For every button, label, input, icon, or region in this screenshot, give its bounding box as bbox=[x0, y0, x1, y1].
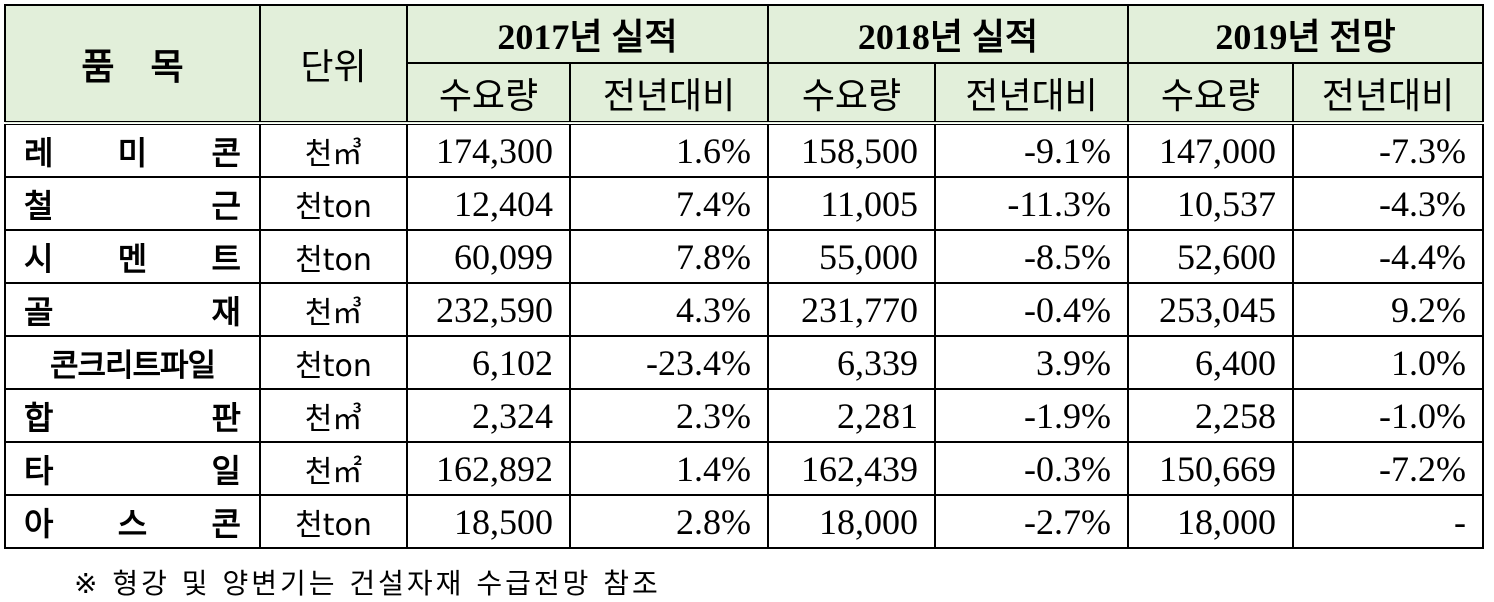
unit-cell: 천ton bbox=[259, 229, 408, 284]
yoy-2017-cell: -23.4% bbox=[569, 335, 769, 390]
header-unit-label: 단위 bbox=[300, 46, 367, 87]
unit-cell: 천ton bbox=[259, 335, 408, 390]
demand-2018-cell: 18,000 bbox=[767, 494, 936, 549]
table-row: 콘크리트파일 천ton 6,102 -23.4% 6,339 3.9% 6,400 1.0% bbox=[4, 335, 1484, 390]
demand-2018-cell: 231,770 bbox=[767, 282, 936, 337]
yoy-2018-cell: -0.4% bbox=[934, 282, 1129, 337]
table-body: 레 미 콘 천㎥ 174,300 1.6% 158,500 -9.1% 147,000 -7.3%… bbox=[4, 122, 1484, 549]
header-yoy-2017: 전년대비 bbox=[569, 62, 769, 125]
demand-2017-cell: 232,590 bbox=[406, 282, 571, 337]
table-row: 합 판 천㎥ 2,324 2.3% 2,281 -1.9% 2,258 -1.0% bbox=[4, 388, 1484, 443]
yoy-2019-cell: 9.2% bbox=[1292, 282, 1484, 337]
yoy-2019-cell: -7.3% bbox=[1292, 122, 1484, 178]
header-demand-2018: 수요량 bbox=[767, 62, 936, 125]
yoy-2018-cell: 3.9% bbox=[934, 335, 1129, 390]
table-row: 골 재 천㎥ 232,590 4.3% 231,770 -0.4% 253,045 9.2% bbox=[4, 282, 1484, 337]
item-name: 콘크리트파일 bbox=[4, 335, 261, 390]
yoy-2017-cell: 1.6% bbox=[569, 122, 769, 178]
yoy-2018-cell: -0.3% bbox=[934, 441, 1129, 496]
demand-2018-cell: 55,000 bbox=[767, 229, 936, 284]
demand-2018-cell: 11,005 bbox=[767, 176, 936, 231]
header-yoy-2018: 전년대비 bbox=[934, 62, 1129, 125]
unit-cell: 천㎥ bbox=[259, 122, 408, 178]
yoy-2019-cell: -4.3% bbox=[1292, 176, 1484, 231]
unit-cell: 천㎡ bbox=[259, 441, 408, 496]
demand-2019-cell: 2,258 bbox=[1127, 388, 1294, 443]
yoy-2017-cell: 1.4% bbox=[569, 441, 769, 496]
yoy-2018-cell: -2.7% bbox=[934, 494, 1129, 549]
demand-2019-cell: 147,000 bbox=[1127, 122, 1294, 178]
demand-2019-cell: 18,000 bbox=[1127, 494, 1294, 549]
unit-cell: 천ton bbox=[259, 176, 408, 231]
yoy-2019-cell: -1.0% bbox=[1292, 388, 1484, 443]
demand-2019-cell: 253,045 bbox=[1127, 282, 1294, 337]
demand-2018-cell: 6,339 bbox=[767, 335, 936, 390]
demand-2019-cell: 52,600 bbox=[1127, 229, 1294, 284]
demand-2017-cell: 6,102 bbox=[406, 335, 571, 390]
yoy-2019-cell: -4.4% bbox=[1292, 229, 1484, 284]
header-demand-2017: 수요량 bbox=[406, 62, 571, 125]
yoy-2019-cell: -7.2% bbox=[1292, 441, 1484, 496]
footnote: ※ 형강 및 양변기는 건설자재 수급전망 참조 bbox=[74, 567, 661, 600]
yoy-2017-cell: 2.8% bbox=[569, 494, 769, 549]
yoy-2018-cell: -9.1% bbox=[934, 122, 1129, 178]
table-row: 레 미 콘 천㎥ 174,300 1.6% 158,500 -9.1% 147,000 -7.3% bbox=[4, 122, 1484, 178]
demand-2017-cell: 162,892 bbox=[406, 441, 571, 496]
header-yoy-2019: 전년대비 bbox=[1292, 62, 1484, 125]
demand-2017-cell: 2,324 bbox=[406, 388, 571, 443]
demand-2018-cell: 2,281 bbox=[767, 388, 936, 443]
demand-2019-cell: 150,669 bbox=[1127, 441, 1294, 496]
table-row: 타 일 천㎡ 162,892 1.4% 162,439 -0.3% 150,669 -7.2% bbox=[4, 441, 1484, 496]
unit-cell: 천㎥ bbox=[259, 282, 408, 337]
yoy-2017-cell: 2.3% bbox=[569, 388, 769, 443]
header-demand-2019: 수요량 bbox=[1127, 62, 1294, 125]
item-name-text: 콘크리트파일 bbox=[49, 348, 216, 384]
demand-2017-cell: 12,404 bbox=[406, 176, 571, 231]
demand-table: 품 목 단위 2017년 실적 2018년 실적 2019년 전망 수요량 전년… bbox=[4, 4, 1484, 549]
yoy-2017-cell: 7.4% bbox=[569, 176, 769, 231]
header-unit: 단위 bbox=[259, 4, 408, 125]
demand-2017-cell: 60,099 bbox=[406, 229, 571, 284]
table-row: 시 멘 트 천ton 60,099 7.8% 55,000 -8.5% 52,600 -4.4% bbox=[4, 229, 1484, 284]
yoy-2018-cell: -1.9% bbox=[934, 388, 1129, 443]
demand-2019-cell: 10,537 bbox=[1127, 176, 1294, 231]
unit-cell: 천ton bbox=[259, 494, 408, 549]
yoy-2018-cell: -11.3% bbox=[934, 176, 1129, 231]
table-row: 아 스 콘 천ton 18,500 2.8% 18,000 -2.7% 18,000- bbox=[4, 494, 1484, 549]
demand-2019-cell: 6,400 bbox=[1127, 335, 1294, 390]
yoy-2019-cell: - bbox=[1292, 494, 1484, 549]
unit-cell: 천㎥ bbox=[259, 388, 408, 443]
yoy-2017-cell: 7.8% bbox=[569, 229, 769, 284]
header-2017: 2017년 실적 bbox=[406, 4, 769, 64]
yoy-2018-cell: -8.5% bbox=[934, 229, 1129, 284]
demand-2018-cell: 162,439 bbox=[767, 441, 936, 496]
demand-2017-cell: 18,500 bbox=[406, 494, 571, 549]
header-2019: 2019년 전망 bbox=[1127, 4, 1484, 64]
header-item: 품 목 bbox=[4, 4, 261, 125]
header-2018: 2018년 실적 bbox=[767, 4, 1129, 64]
header-item-label: 품 목 bbox=[81, 46, 184, 87]
yoy-2019-cell: 1.0% bbox=[1292, 335, 1484, 390]
demand-2017-cell: 174,300 bbox=[406, 122, 571, 178]
demand-2018-cell: 158,500 bbox=[767, 122, 936, 178]
table-row: 철 근 천ton 12,404 7.4% 11,005 -11.3% 10,537 -4.3% bbox=[4, 176, 1484, 231]
yoy-2017-cell: 4.3% bbox=[569, 282, 769, 337]
